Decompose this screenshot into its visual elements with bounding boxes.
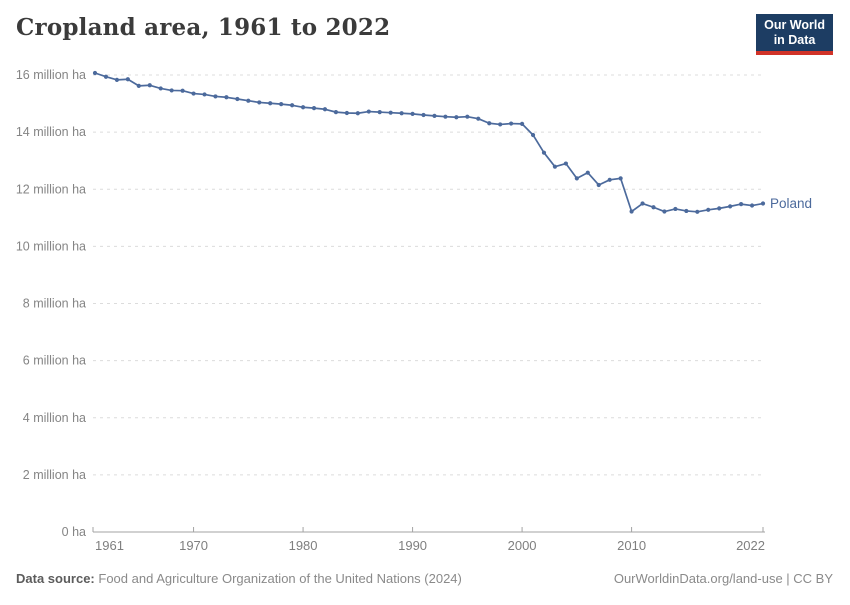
y-axis-tick-label: 16 million ha	[16, 68, 86, 82]
data-point[interactable]	[213, 94, 218, 99]
y-axis-tick-label: 6 million ha	[23, 354, 86, 368]
data-point[interactable]	[246, 98, 251, 103]
data-point[interactable]	[695, 209, 700, 214]
data-source-note: Data source: Food and Agriculture Organi…	[16, 571, 462, 586]
data-point[interactable]	[355, 111, 360, 116]
data-point[interactable]	[498, 122, 503, 127]
data-point[interactable]	[399, 111, 404, 116]
y-axis-tick-label: 12 million ha	[16, 182, 86, 196]
data-point[interactable]	[136, 83, 141, 88]
data-point[interactable]	[563, 161, 568, 166]
data-point[interactable]	[432, 113, 437, 118]
data-point[interactable]	[717, 206, 722, 211]
owid-logo[interactable]: Our World in Data	[756, 14, 833, 55]
data-point[interactable]	[311, 106, 317, 111]
data-point[interactable]	[290, 103, 295, 108]
data-point[interactable]	[125, 77, 130, 82]
y-axis-tick-label: 0 ha	[62, 525, 86, 539]
owid-url-license-link[interactable]: OurWorldinData.org/land-use | CC BY	[613, 571, 833, 586]
x-axis-tick-label: 1980	[289, 538, 318, 553]
data-point[interactable]	[519, 121, 525, 126]
data-point[interactable]	[279, 102, 284, 107]
x-axis-tick-label: 2000	[508, 538, 537, 553]
data-point[interactable]	[706, 207, 711, 212]
data-point[interactable]	[388, 110, 393, 115]
y-axis-tick-label: 2 million ha	[23, 468, 86, 482]
data-point[interactable]	[749, 203, 755, 208]
data-point[interactable]	[629, 209, 634, 214]
data-point[interactable]	[322, 107, 328, 112]
data-point[interactable]	[421, 112, 426, 118]
data-point[interactable]	[552, 164, 558, 169]
data-source-label: Data source:	[16, 571, 95, 586]
data-point[interactable]	[673, 206, 678, 212]
data-point[interactable]	[114, 77, 120, 82]
series-end-label[interactable]: Poland	[770, 196, 812, 211]
data-point[interactable]	[158, 86, 163, 91]
data-point[interactable]	[487, 121, 492, 126]
data-point[interactable]	[760, 201, 766, 206]
data-point[interactable]	[92, 70, 98, 76]
data-point[interactable]	[443, 114, 448, 119]
data-point[interactable]	[147, 83, 152, 88]
data-point[interactable]	[509, 121, 514, 126]
x-axis-tick-label: 1970	[179, 538, 208, 553]
data-point[interactable]	[333, 110, 339, 115]
data-point[interactable]	[476, 116, 481, 121]
data-point[interactable]	[202, 92, 207, 97]
data-point[interactable]	[728, 204, 733, 209]
data-source-text: Food and Agriculture Organization of the…	[98, 571, 462, 586]
x-axis-tick-label: 1961	[95, 538, 124, 553]
data-point[interactable]	[465, 114, 470, 119]
data-point[interactable]	[618, 176, 623, 181]
data-point[interactable]	[585, 170, 590, 175]
data-point[interactable]	[596, 182, 601, 188]
data-point[interactable]	[738, 202, 744, 207]
y-axis-tick-label: 14 million ha	[16, 125, 86, 139]
y-axis-tick-label: 8 million ha	[23, 297, 86, 311]
data-point[interactable]	[300, 105, 306, 110]
data-point[interactable]	[607, 177, 612, 182]
y-axis-tick-label: 4 million ha	[23, 411, 86, 425]
data-point[interactable]	[180, 88, 185, 93]
data-point[interactable]	[454, 115, 459, 120]
data-point[interactable]	[530, 132, 536, 138]
data-point[interactable]	[235, 96, 240, 102]
owid-logo-line2: in Data	[773, 32, 816, 47]
data-point[interactable]	[640, 201, 645, 206]
data-point[interactable]	[541, 150, 547, 155]
data-point[interactable]	[662, 209, 667, 214]
chart-title: Cropland area, 1961 to 2022	[16, 14, 391, 41]
data-point[interactable]	[377, 110, 382, 115]
data-point[interactable]	[257, 100, 262, 105]
x-axis-tick-label: 1990	[398, 538, 427, 553]
chart-footer: Data source: Food and Agriculture Organi…	[16, 571, 833, 586]
data-point[interactable]	[344, 110, 349, 116]
x-axis-tick-label: 2010	[617, 538, 646, 553]
owid-logo-line1: Our World	[764, 18, 825, 32]
data-point[interactable]	[410, 111, 415, 116]
data-point[interactable]	[268, 101, 273, 106]
data-point[interactable]	[684, 208, 689, 214]
data-point[interactable]	[169, 88, 174, 93]
x-axis-tick-label: 2022	[736, 538, 765, 553]
data-point[interactable]	[651, 205, 656, 210]
data-point[interactable]	[224, 95, 229, 100]
data-point[interactable]	[574, 176, 579, 181]
y-axis-tick-label: 10 million ha	[16, 239, 86, 253]
data-point[interactable]	[191, 91, 196, 96]
data-point[interactable]	[366, 109, 371, 114]
data-point[interactable]	[103, 74, 109, 79]
